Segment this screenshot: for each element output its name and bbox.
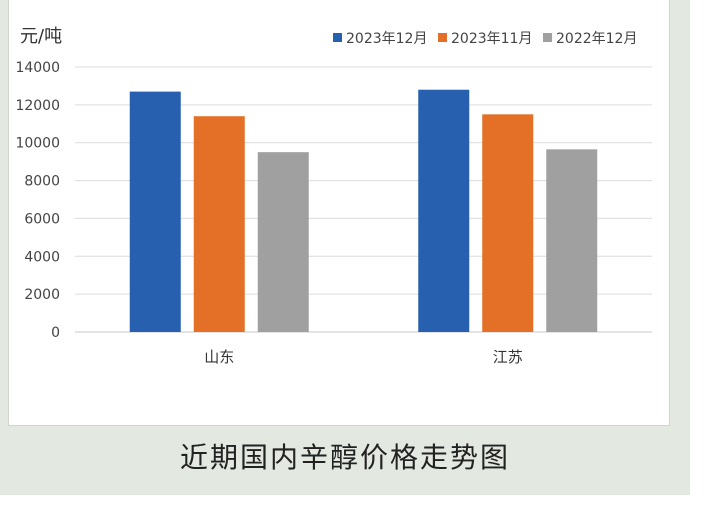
bar xyxy=(546,149,598,332)
y-tick-label: 10000 xyxy=(15,136,60,152)
y-tick-label: 2000 xyxy=(24,287,60,303)
legend-swatch xyxy=(438,33,447,42)
figure-panel: 元/吨 0 2000 4000 6000 8000 10000 12000 14000 山东 江… xyxy=(0,0,690,495)
figure-caption: 近期国内辛醇价格走势图 xyxy=(179,441,510,474)
legend-swatch xyxy=(543,33,552,42)
bar xyxy=(129,91,181,332)
legend-label: 2023年11月 xyxy=(451,31,532,47)
bar xyxy=(193,116,245,332)
bar xyxy=(482,114,534,332)
legend-label: 2022年12月 xyxy=(556,31,637,47)
x-tick-label: 山东 xyxy=(204,348,234,366)
y-tick-label: 8000 xyxy=(24,174,60,190)
y-tick-label: 6000 xyxy=(24,211,60,227)
legend-label: 2023年12月 xyxy=(346,31,427,47)
y-tick-label: 0 xyxy=(51,325,60,341)
legend-swatch xyxy=(333,33,342,42)
bar xyxy=(257,152,309,332)
x-tick-label: 江苏 xyxy=(493,348,523,366)
bar-chart: 元/吨 0 2000 4000 6000 8000 10000 12000 14000 山东 江… xyxy=(15,26,652,366)
y-tick-label: 4000 xyxy=(24,249,60,265)
y-tick-label: 14000 xyxy=(15,60,60,76)
bar xyxy=(418,89,470,332)
y-tick-label: 12000 xyxy=(15,98,60,114)
y-axis-title: 元/吨 xyxy=(20,26,62,47)
